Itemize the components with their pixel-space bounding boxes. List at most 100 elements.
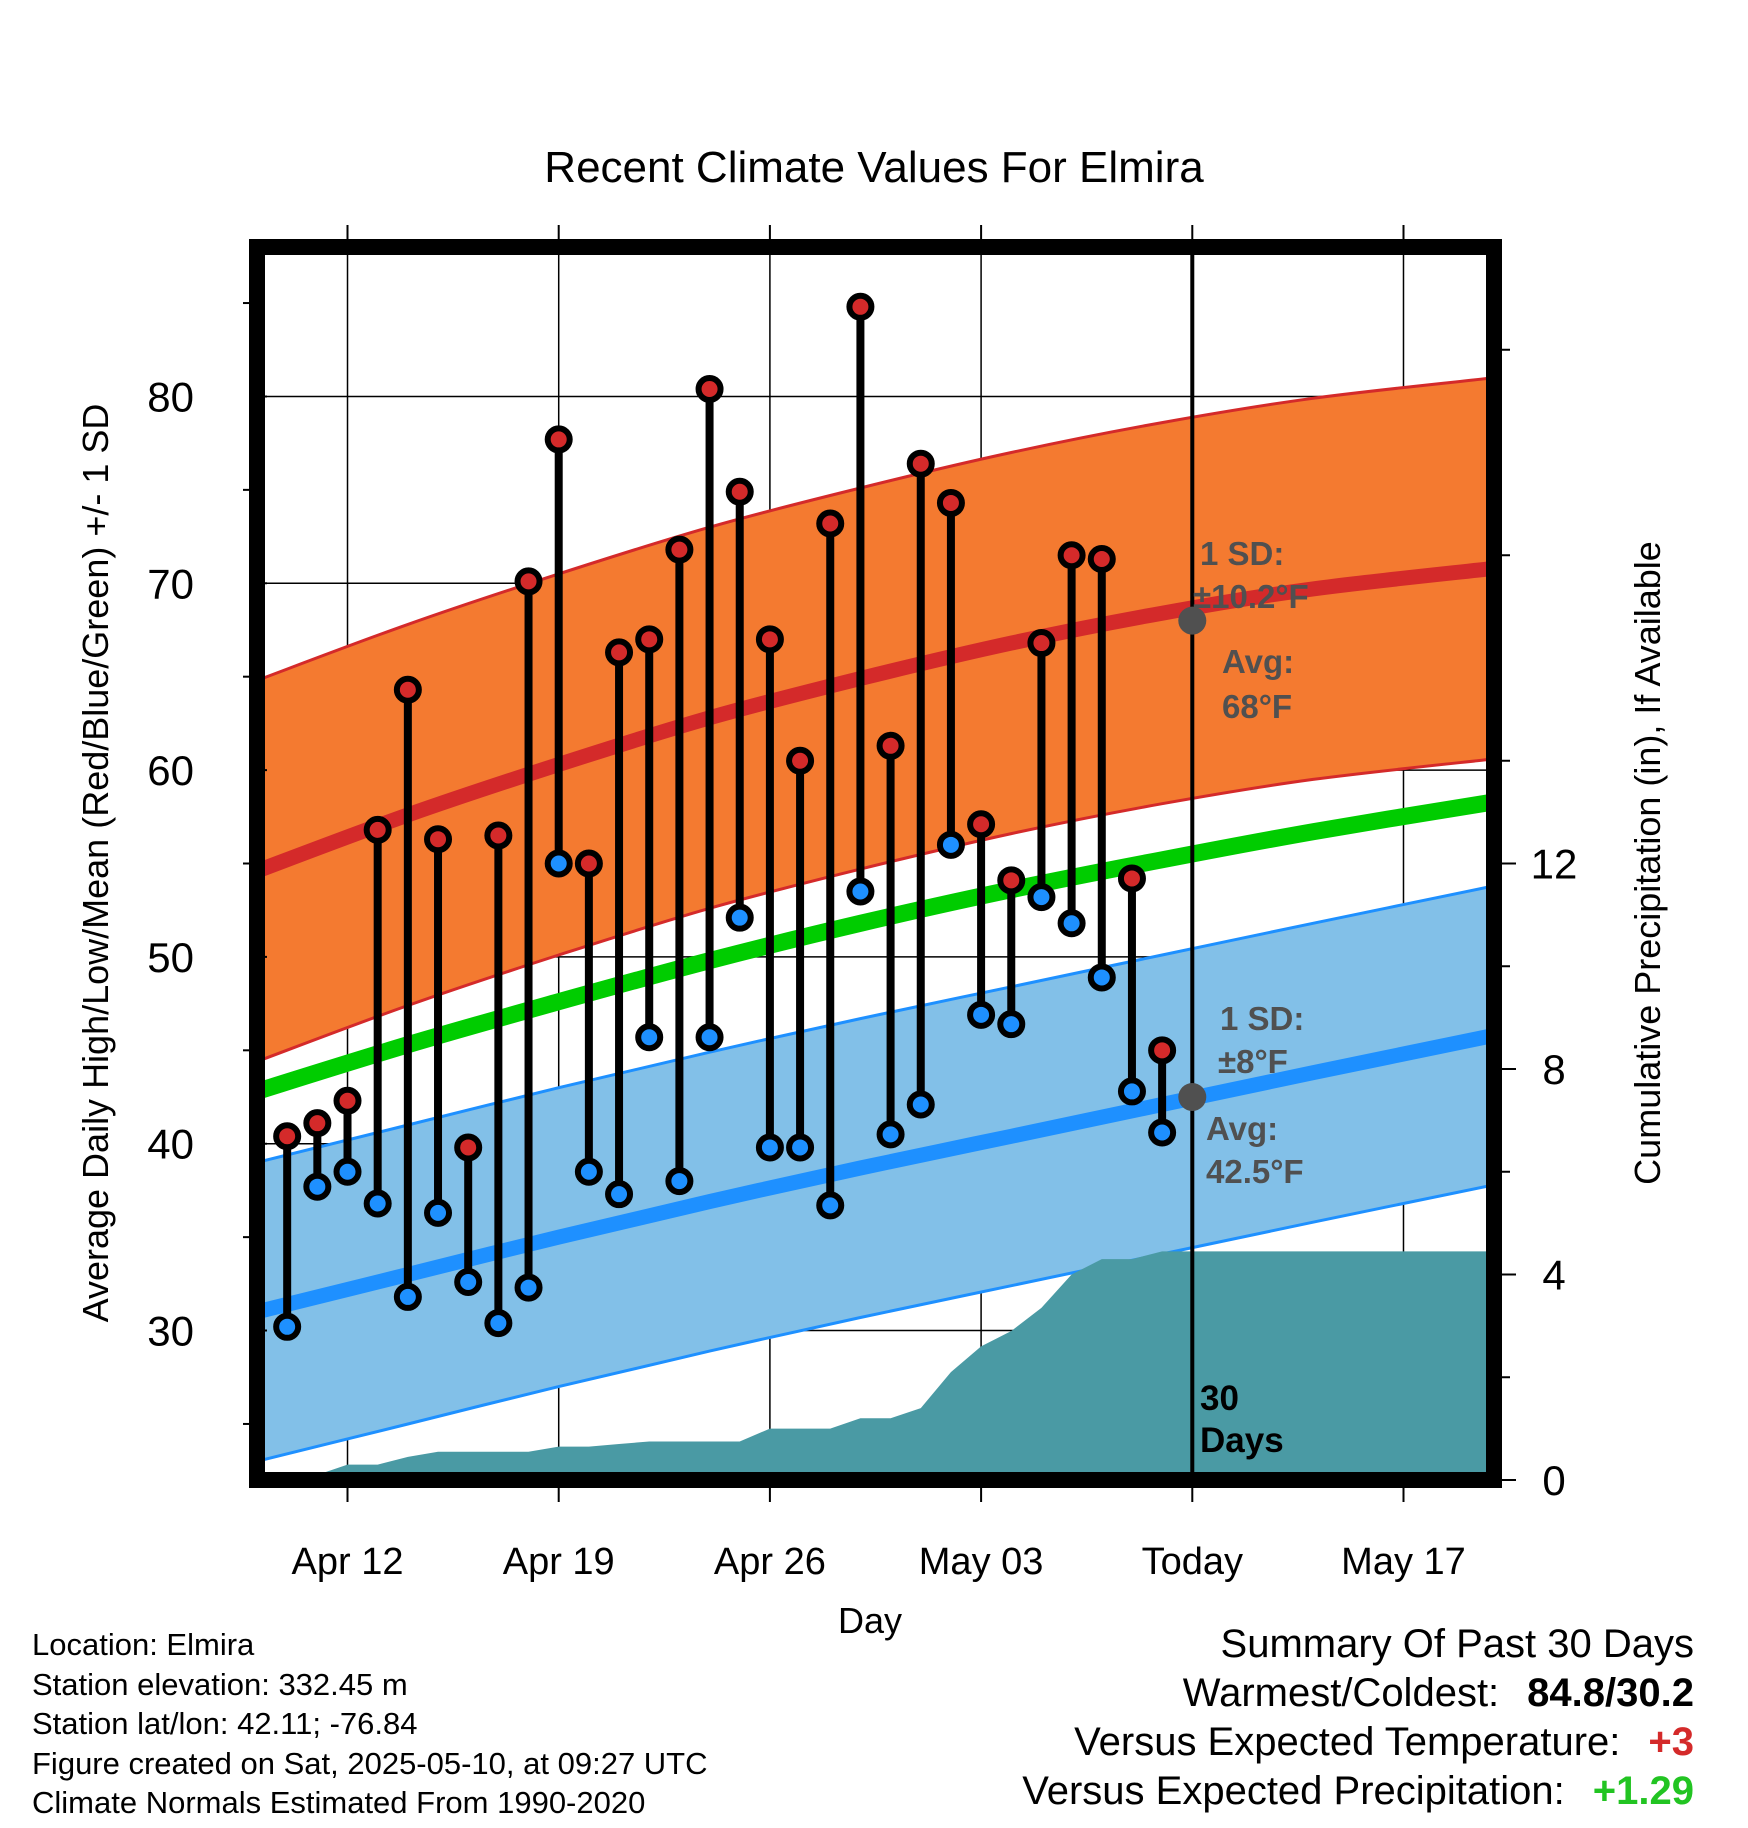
daily-low-point	[725, 903, 754, 932]
y-tick-label: 50	[147, 934, 194, 981]
precip-label: Versus Expected Precipitation:	[1022, 1769, 1565, 1813]
daily-high-point	[786, 746, 815, 775]
latlon-text: Station lat/lon: 42.11; -76.84	[32, 1706, 418, 1741]
daily-low-point	[876, 1120, 905, 1149]
low-sd-label: 1 SD:	[1220, 1000, 1304, 1037]
daily-high-point	[695, 374, 724, 403]
daily-high-point	[665, 535, 694, 564]
daily-high-point	[303, 1109, 332, 1138]
daily-high-point	[816, 509, 845, 538]
daily-high-point	[876, 731, 905, 760]
x-tick-label: Apr 12	[292, 1541, 404, 1583]
daily-high-point	[544, 425, 573, 454]
elevation-text: Station elevation: 332.45 m	[32, 1666, 408, 1702]
y2-tick-label: 0	[1542, 1457, 1565, 1504]
daily-low-point	[454, 1267, 483, 1296]
daily-low-point	[574, 1157, 603, 1186]
daily-high-point	[424, 825, 453, 854]
daily-low-point	[967, 1000, 996, 1029]
daily-low-point	[755, 1133, 784, 1162]
plot-area	[257, 247, 1494, 1480]
daily-low-point	[303, 1172, 332, 1201]
daily-high-point	[1148, 1036, 1177, 1065]
daily-low-point	[786, 1133, 815, 1162]
daily-low-point	[635, 1023, 664, 1052]
daily-high-point	[1117, 864, 1146, 893]
low-avg-label: Avg:	[1206, 1110, 1278, 1147]
y-tick-label: 30	[147, 1308, 194, 1355]
x-tick-label: Apr 19	[503, 1541, 615, 1583]
warmest-value: 84.8/30.2	[1527, 1671, 1694, 1715]
daily-high-point	[454, 1133, 483, 1162]
high-avg-label: Avg:	[1222, 643, 1294, 680]
daily-high-point	[484, 821, 513, 850]
precip-value: +1.29	[1592, 1769, 1694, 1813]
daily-low-point	[1027, 883, 1056, 912]
daily-high-point	[393, 675, 422, 704]
x-tick-label: Apr 26	[714, 1541, 826, 1583]
daily-high-point	[755, 625, 784, 654]
y2-tick-label: 8	[1542, 1046, 1565, 1093]
daily-high-point	[906, 449, 935, 478]
summary-temp-row: Versus Expected Temperature: +3	[1022, 1718, 1694, 1767]
daily-high-point	[967, 810, 996, 839]
daily-low-point	[665, 1167, 694, 1196]
x-tick-label: Today	[1142, 1541, 1243, 1583]
daily-high-point	[574, 849, 603, 878]
normals-text: Climate Normals Estimated From 1990-2020	[32, 1785, 646, 1820]
chart-title: Recent Climate Values For Elmira	[544, 143, 1204, 192]
low-avg-value: 42.5°F	[1206, 1153, 1304, 1190]
daily-high-point	[997, 866, 1026, 895]
temp-label: Versus Expected Temperature:	[1074, 1720, 1621, 1764]
daily-low-point	[1057, 909, 1086, 938]
daily-high-point	[725, 477, 754, 506]
daily-low-point	[906, 1090, 935, 1119]
daily-high-point	[333, 1086, 362, 1115]
daily-high-point	[514, 567, 543, 596]
daily-high-point	[936, 488, 965, 517]
y2-axis-label: Cumulative Precipitation (in), If Availa…	[1627, 541, 1668, 1185]
daily-low-point	[695, 1023, 724, 1052]
daily-high-point	[1057, 541, 1086, 570]
low-sd-lower-edge	[257, 1183, 1494, 1463]
axes: 30 40 50 60 70 80 0 4 8 12 Apr 12 Apr 19 Apr 26 May 0…	[147, 225, 1577, 1583]
low-sd-value: ±8°F	[1218, 1043, 1288, 1080]
daily-low-point	[816, 1191, 845, 1220]
today-low-avg-point	[1178, 1083, 1207, 1112]
today-days-label-line1: 30	[1200, 1379, 1239, 1418]
daily-low-point	[544, 849, 573, 878]
daily-low-point	[936, 830, 965, 859]
daily-low-point	[1087, 963, 1116, 992]
low-sd-upper-edge	[257, 884, 1494, 1164]
x-tick-label: May 03	[919, 1541, 1044, 1583]
daily-high-point	[1027, 629, 1056, 658]
high-sd-value: ±10.2°F	[1193, 578, 1309, 615]
daily-low-point	[424, 1198, 453, 1227]
daily-low-point	[484, 1309, 513, 1338]
x-tick-label: May 17	[1341, 1541, 1466, 1583]
summary-warmest-row: Warmest/Coldest: 84.8/30.2	[1022, 1669, 1694, 1718]
y-tick-label: 40	[147, 1121, 194, 1168]
y-tick-label: 70	[147, 560, 194, 607]
daily-high-point	[363, 815, 392, 844]
daily-low-point	[846, 877, 875, 906]
daily-low-point	[1148, 1118, 1177, 1147]
daily-low-point	[273, 1312, 302, 1341]
daily-high-point	[1087, 544, 1116, 573]
normal-low-line	[257, 1028, 1494, 1320]
daily-low-point	[393, 1282, 422, 1311]
data-markers	[273, 292, 1207, 1341]
daily-high-point	[846, 292, 875, 321]
warmest-label: Warmest/Coldest:	[1182, 1671, 1500, 1715]
high-avg-value: 68°F	[1222, 688, 1292, 725]
daily-low-point	[333, 1157, 362, 1186]
daily-low-point	[514, 1273, 543, 1302]
y-tick-label: 80	[147, 373, 194, 420]
location-text: Location: Elmira	[32, 1627, 255, 1662]
y2-tick-label: 4	[1542, 1252, 1565, 1299]
y-axis-label: Average Daily High/Low/Mean (Red/Blue/Gr…	[75, 404, 116, 1323]
y-tick-label: 60	[147, 747, 194, 794]
summary-panel: Summary Of Past 30 Days Warmest/Coldest:…	[1022, 1620, 1694, 1816]
summary-title: Summary Of Past 30 Days	[1220, 1622, 1694, 1666]
